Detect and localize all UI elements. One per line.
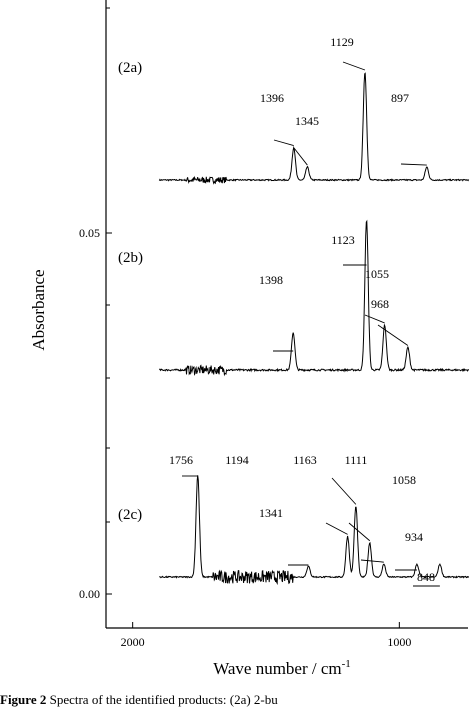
peak-label: 1756: [169, 453, 193, 467]
peak-label: 968: [371, 297, 389, 311]
caption-text: Spectra of the identified products: (2a)…: [46, 692, 278, 707]
spectrum-line: [158, 219, 470, 377]
peak-label: 1163: [293, 453, 317, 467]
peak-label: 1111: [345, 453, 368, 467]
caption-prefix: Figure 2: [0, 692, 47, 707]
peak-leader-line: [293, 147, 308, 166]
peak-leader-line: [342, 61, 366, 71]
axes: 0.05 0.00 2000 1000: [79, 0, 468, 649]
peak-leader-line: [331, 477, 357, 505]
spectrum-line: [158, 72, 470, 185]
peak-label: 1345: [295, 114, 319, 128]
peak-label: 1396: [260, 91, 284, 105]
x-tick-label: 2000: [121, 635, 145, 649]
peak-label: 897: [391, 91, 409, 105]
peak-label: 1129: [330, 35, 354, 49]
spectra-traces: [158, 72, 470, 586]
ir-spectra-chart: 0.05 0.00 2000 1000 (2a) 1396 1345 1129 897 (2b)…: [29, 0, 470, 678]
peak-leader-line: [273, 139, 294, 147]
y-axis-label: Absorbance: [29, 269, 48, 350]
series-label: (2a): [118, 60, 142, 76]
peak-label: 934: [405, 530, 423, 544]
peak-leader-line: [400, 163, 427, 166]
peak-leader-line: [325, 522, 348, 535]
y-tick-label: 0.05: [79, 226, 100, 240]
x-axis-label: Wave number / cm-1: [213, 658, 351, 678]
peak-leader-line: [364, 314, 385, 324]
peak-leader-line: [348, 522, 371, 542]
peak-label: 848: [417, 570, 435, 584]
spectrum-line: [159, 475, 470, 586]
y-tick-label: 0.00: [79, 587, 100, 601]
peak-label: 1398: [259, 273, 283, 287]
peak-leader-line: [360, 559, 384, 563]
series-label: (2b): [118, 250, 143, 266]
peak-label: 1123: [331, 233, 355, 247]
peak-label: 1194: [225, 453, 249, 467]
x-tick-label: 1000: [387, 635, 411, 649]
peak-leader-line: [377, 324, 409, 346]
figure-caption: Figure 2 Spectra of the identified produ…: [0, 692, 474, 711]
series-label: (2c): [118, 507, 142, 523]
peak-annotations: (2a) 1396 1345 1129 897 (2b) 1398 1123 1055 968 (2…: [118, 35, 440, 587]
peak-label: 1058: [392, 473, 416, 487]
peak-label: 1341: [259, 506, 283, 520]
peak-label: 1055: [365, 267, 389, 281]
